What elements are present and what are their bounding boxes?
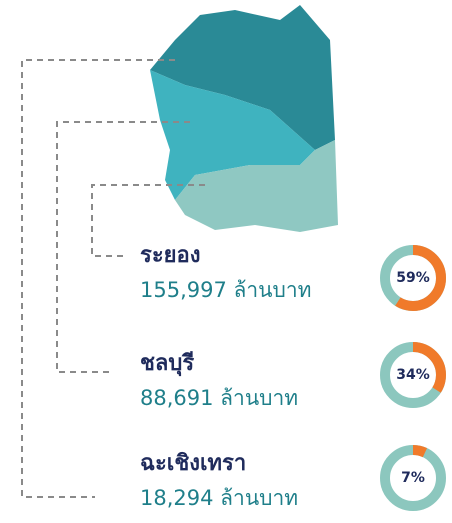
region-name: ฉะเชิงเทรา <box>140 451 246 476</box>
donut-label: 34% <box>396 367 430 383</box>
region-value: 155,997 ล้านบาท <box>140 278 312 302</box>
map-region <box>150 70 315 200</box>
leader-lines <box>21 59 205 498</box>
region-name: ระยอง <box>140 243 200 268</box>
map-region <box>150 5 335 150</box>
donut-arc <box>380 245 446 311</box>
donut-arc <box>380 342 446 408</box>
donut-arc <box>380 445 446 511</box>
donut-label: 7% <box>401 470 425 486</box>
region-name: ชลบุรี <box>140 351 194 377</box>
region-value: 18,294 ล้านบาท <box>140 486 298 510</box>
donut-label: 59% <box>396 270 430 286</box>
region-value: 88,691 ล้านบาท <box>140 386 298 410</box>
map-region <box>175 140 338 232</box>
map <box>150 5 338 232</box>
